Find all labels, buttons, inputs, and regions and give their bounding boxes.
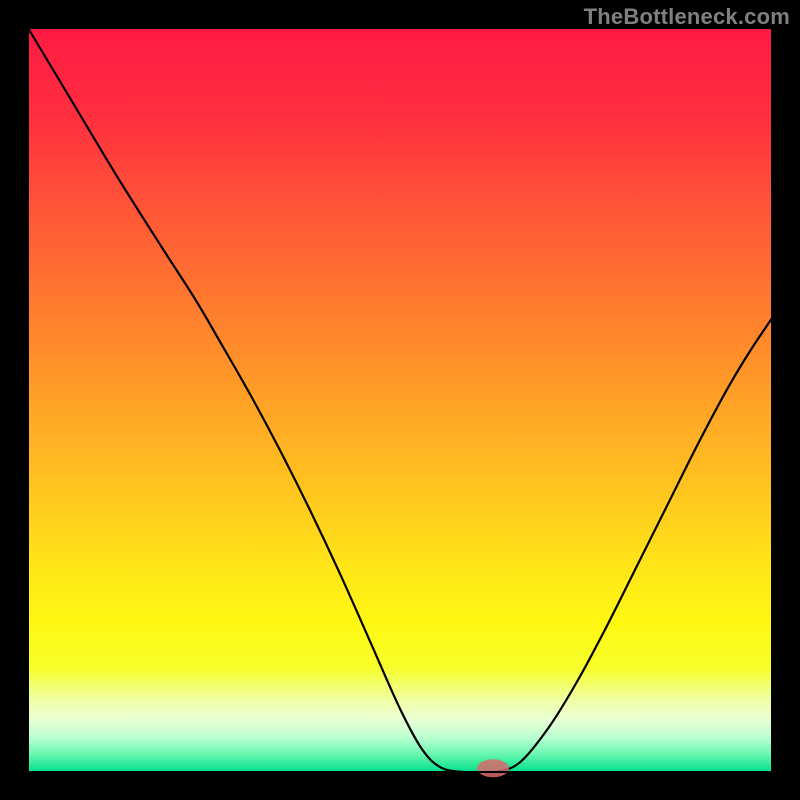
bottleneck-chart: TheBottleneck.com: [0, 0, 800, 800]
chart-svg: [0, 0, 800, 800]
watermark-text: TheBottleneck.com: [584, 4, 790, 30]
gradient-background: [28, 28, 772, 772]
optimum-marker: [477, 759, 509, 777]
